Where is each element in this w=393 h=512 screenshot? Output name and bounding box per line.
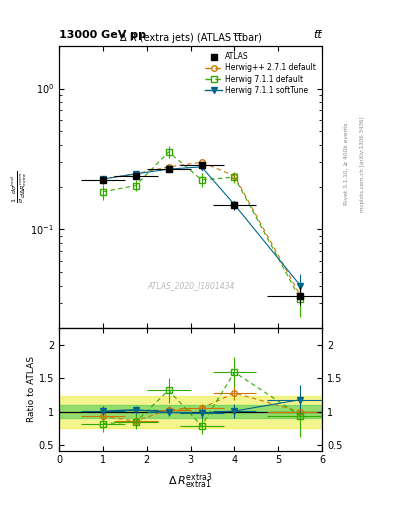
Title: Δ R (extra jets) (ATLAS t̅t̅bar): Δ R (extra jets) (ATLAS t̅t̅bar) bbox=[119, 33, 262, 42]
Text: mcplots.cern.ch [arXiv:1306.3436]: mcplots.cern.ch [arXiv:1306.3436] bbox=[360, 116, 365, 211]
Bar bbox=[59, 405, 322, 418]
Text: 13000 GeV pp: 13000 GeV pp bbox=[59, 30, 146, 40]
Y-axis label: Ratio to ATLAS: Ratio to ATLAS bbox=[27, 356, 36, 422]
Text: tt̅: tt̅ bbox=[314, 30, 322, 40]
Y-axis label: $\frac{1}{\sigma}\frac{d\sigma^{hnd}}{d\Delta R_{extra}^{norm}}$: $\frac{1}{\sigma}\frac{d\sigma^{hnd}}{d\… bbox=[9, 171, 29, 203]
Text: Rivet 3.1.10, ≥ 400k events: Rivet 3.1.10, ≥ 400k events bbox=[344, 122, 349, 205]
Legend: ATLAS, Herwig++ 2.7.1 default, Herwig 7.1.1 default, Herwig 7.1.1 softTune: ATLAS, Herwig++ 2.7.1 default, Herwig 7.… bbox=[203, 50, 318, 97]
Bar bbox=[59, 396, 322, 428]
X-axis label: $\Delta\,R^{\mathrm{extra3}}_{\mathrm{extra1}}$: $\Delta\,R^{\mathrm{extra3}}_{\mathrm{ex… bbox=[168, 471, 213, 490]
Text: ATLAS_2020_I1801434: ATLAS_2020_I1801434 bbox=[147, 281, 234, 290]
